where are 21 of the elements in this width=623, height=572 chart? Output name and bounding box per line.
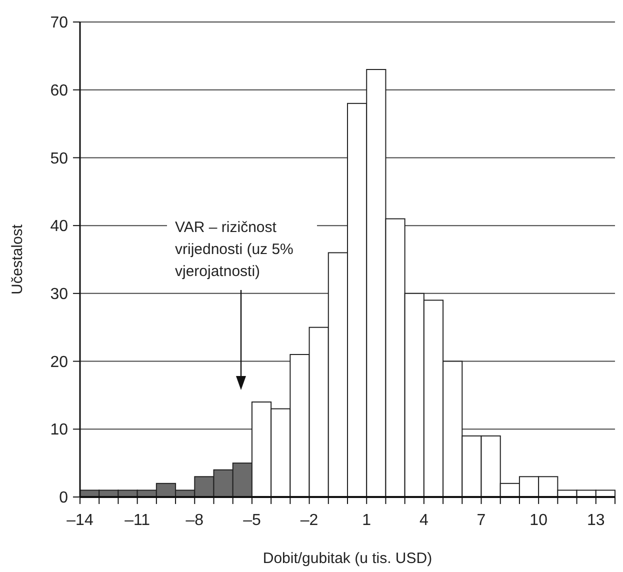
y-tick-label: 40: [50, 218, 68, 236]
annotation: VAR – rizičnost vrijednosti (uz 5% vjerojatnosti): [175, 219, 294, 280]
x-tick-label: –14: [66, 512, 94, 529]
x-tick-label: 1: [362, 512, 372, 529]
x-tick-label: –11: [124, 512, 150, 529]
x-tick-label: 4: [419, 512, 428, 529]
x-tick-label: 7: [476, 512, 486, 529]
x-tick-label: –5: [243, 512, 261, 529]
x-tick-label: 10: [530, 512, 548, 529]
y-tick-label: 60: [50, 82, 68, 100]
y-tick-label: 70: [50, 14, 68, 32]
x-tick-label: –8: [186, 512, 204, 529]
x-tick-label: 13: [586, 512, 605, 529]
y-tick-label: 0: [59, 490, 68, 507]
y-tick-label: 20: [50, 354, 68, 371]
x-axis-title: Dobit/gubitak (u tis. USD): [262, 550, 432, 567]
y-tick-label: 30: [50, 286, 68, 304]
y-tick-label: 10: [50, 422, 68, 439]
y-axis-title: Učestalost: [9, 224, 26, 295]
x-tick-label: –2: [300, 512, 318, 529]
y-tick-label: 50: [50, 150, 68, 168]
